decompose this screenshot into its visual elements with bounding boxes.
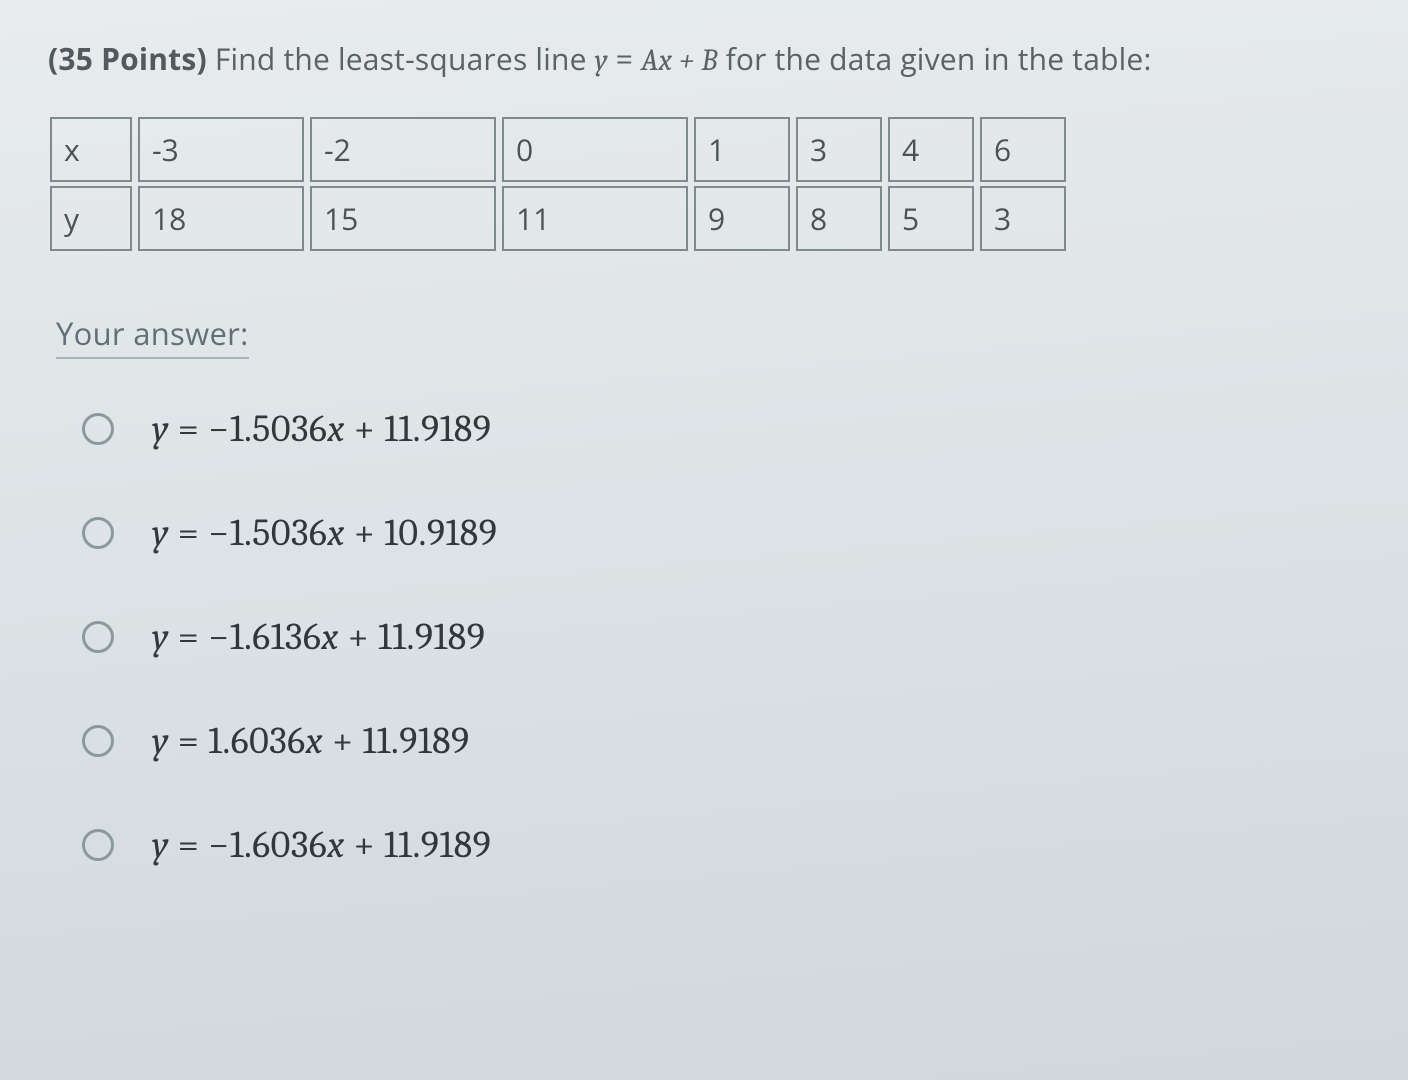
opt2-rest: + 10.9189: [345, 511, 498, 555]
your-answer-label: Your answer:: [56, 313, 249, 359]
opt3-y: y: [152, 615, 169, 659]
opt2-x: x: [327, 511, 344, 555]
eq-y: y: [595, 43, 608, 78]
cell-x-1: -2: [310, 117, 496, 182]
option-3-text: y = −1.6136x + 11.9189: [152, 615, 485, 659]
cell-y-6: 3: [980, 186, 1066, 251]
opt5-coef: −1.6036: [208, 823, 327, 867]
opt4-coef: 1.6036: [208, 719, 305, 763]
option-1[interactable]: y = −1.5036x + 11.9189: [82, 407, 1360, 451]
data-table: x -3 -2 0 1 3 4 6 y 18 15 11 9 8 5 3: [44, 113, 1072, 255]
opt4-x: x: [306, 719, 323, 763]
cell-x-3: 1: [694, 117, 790, 182]
points-label: (35 Points): [48, 38, 207, 79]
row-header-x: x: [50, 117, 132, 182]
cell-y-0: 18: [138, 186, 304, 251]
radio-icon[interactable]: [82, 621, 114, 653]
opt1-y: y: [152, 407, 169, 451]
cell-x-0: -3: [138, 117, 304, 182]
cell-y-2: 11: [502, 186, 688, 251]
option-2-text: y = −1.5036x + 10.9189: [152, 511, 497, 555]
opt3-coef: −1.6136: [208, 615, 321, 659]
opt4-y: y: [152, 719, 169, 763]
radio-icon[interactable]: [82, 829, 114, 861]
radio-icon[interactable]: [82, 725, 114, 757]
cell-y-1: 15: [310, 186, 496, 251]
opt4-rest: + 11.9189: [323, 719, 470, 763]
options-list: y = −1.5036x + 11.9189 y = −1.5036x + 10…: [48, 407, 1360, 867]
opt5-rest: + 11.9189: [345, 823, 492, 867]
opt1-coef: −1.5036: [208, 407, 327, 451]
opt3-rest: + 11.9189: [339, 615, 486, 659]
table-row-y: y 18 15 11 9 8 5 3: [50, 186, 1066, 251]
cell-x-2: 0: [502, 117, 688, 182]
opt5-x: x: [327, 823, 344, 867]
prompt-text-before: Find the least-squares line: [207, 38, 595, 79]
opt5-eq: =: [169, 823, 208, 867]
opt3-x: x: [321, 615, 338, 659]
cell-y-3: 9: [694, 186, 790, 251]
option-4-text: y = 1.6036x + 11.9189: [152, 719, 470, 763]
option-4[interactable]: y = 1.6036x + 11.9189: [82, 719, 1360, 763]
opt1-rest: + 11.9189: [345, 407, 492, 451]
option-3[interactable]: y = −1.6136x + 11.9189: [82, 615, 1360, 659]
question-prompt: (35 Points) Find the least-squares line …: [48, 38, 1360, 79]
eq-ax: Ax: [641, 43, 672, 78]
opt2-eq: =: [169, 511, 208, 555]
opt4-eq: =: [169, 719, 208, 763]
option-5[interactable]: y = −1.6036x + 11.9189: [82, 823, 1360, 867]
opt1-x: x: [327, 407, 344, 451]
opt3-eq: =: [169, 615, 208, 659]
opt2-coef: −1.5036: [208, 511, 327, 555]
opt5-y: y: [152, 823, 169, 867]
cell-x-6: 6: [980, 117, 1066, 182]
option-1-text: y = −1.5036x + 11.9189: [152, 407, 491, 451]
option-2[interactable]: y = −1.5036x + 10.9189: [82, 511, 1360, 555]
cell-y-5: 5: [888, 186, 974, 251]
question-page: (35 Points) Find the least-squares line …: [0, 0, 1408, 905]
radio-icon[interactable]: [82, 517, 114, 549]
eq-plus-b: + B: [672, 43, 717, 78]
prompt-text-after: for the data given in the table:: [718, 38, 1152, 79]
radio-icon[interactable]: [82, 413, 114, 445]
cell-y-4: 8: [796, 186, 882, 251]
opt2-y: y: [152, 511, 169, 555]
option-5-text: y = −1.6036x + 11.9189: [152, 823, 491, 867]
cell-x-4: 3: [796, 117, 882, 182]
table-row-x: x -3 -2 0 1 3 4 6: [50, 117, 1066, 182]
opt1-eq: =: [169, 407, 208, 451]
eq-equals: =: [608, 38, 641, 79]
cell-x-5: 4: [888, 117, 974, 182]
row-header-y: y: [50, 186, 132, 251]
